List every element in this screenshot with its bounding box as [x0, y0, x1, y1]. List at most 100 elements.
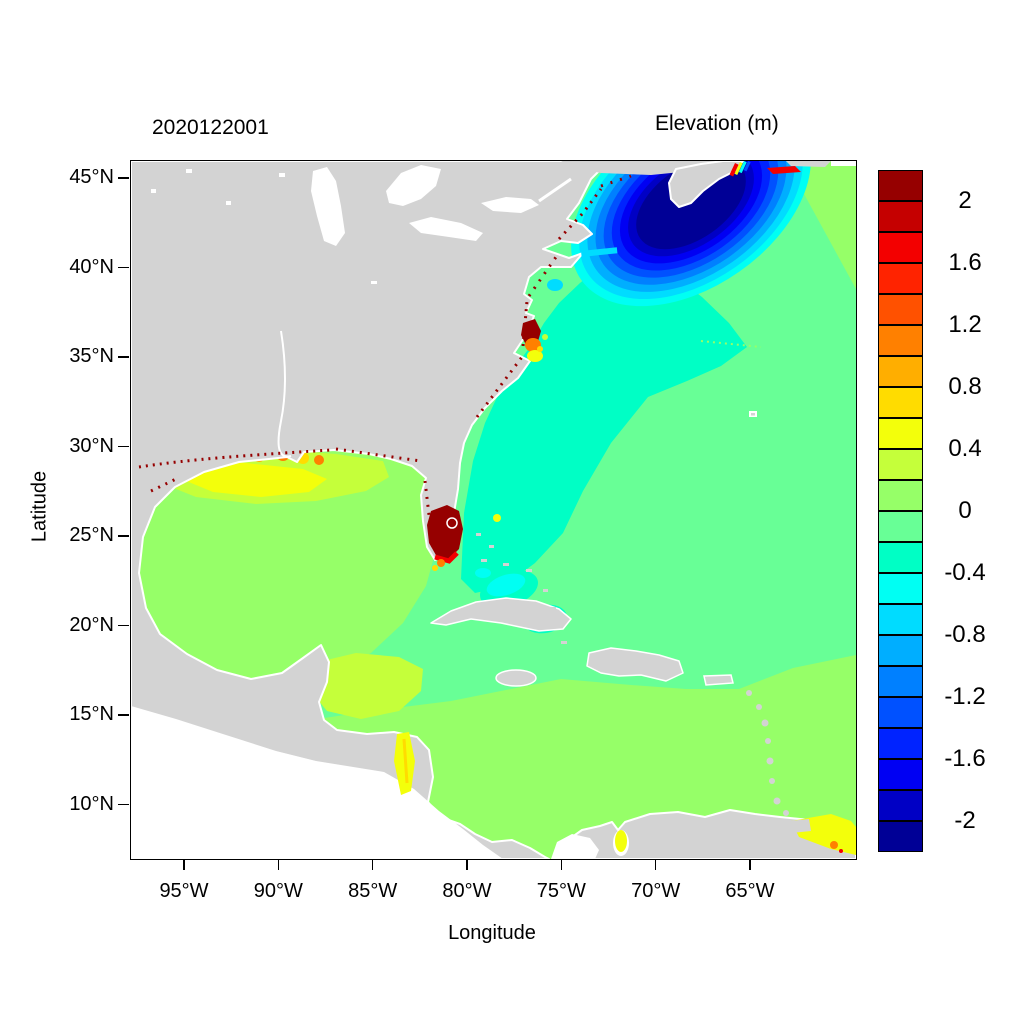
antilles-island — [773, 797, 781, 805]
colorbar-cell — [878, 356, 923, 387]
lake-okeechobee-outline — [446, 517, 458, 529]
nova-scotia-red-streak — [767, 166, 801, 174]
bahamas-island — [476, 533, 481, 536]
colorbar-cell — [878, 294, 923, 325]
small-lake — [151, 189, 156, 193]
x-tick-mark — [466, 859, 468, 870]
y-tick-label: 15°N — [69, 703, 114, 725]
small-lake — [279, 173, 285, 177]
long-island-sound-sliver — [581, 247, 618, 257]
fundy-streak-cyan — [738, 161, 747, 174]
colorbar-tick-label: 0 — [958, 497, 972, 524]
maracaibo-yellow-patch — [615, 830, 627, 852]
land-puerto-rico — [703, 674, 734, 686]
honduras-coast-sliver — [394, 732, 415, 795]
region-east-coast-shelf-band — [461, 257, 747, 593]
x-tick-mark — [749, 859, 751, 870]
x-axis-label: Longitude — [448, 922, 536, 944]
colorbar-cell — [878, 232, 923, 263]
colorbar-tick-label: -2 — [954, 807, 976, 834]
bahama-banks-cyan-patch — [486, 573, 526, 597]
south-florida-dome — [427, 505, 501, 571]
bahama-banks-cyan-patch3 — [475, 568, 491, 578]
honduras-amber-core — [402, 738, 409, 784]
gulf-st-lawrence-white — [831, 161, 856, 166]
y-tick-mark — [118, 803, 129, 806]
colorbar-tick-label: -0.8 — [944, 621, 986, 648]
lake-ontario — [481, 197, 539, 213]
x-tick-label: 85°W — [348, 880, 398, 902]
bahamas-island — [526, 569, 532, 572]
bahamas-island — [551, 607, 556, 610]
y-tick-mark — [118, 445, 129, 448]
pamlico-orange-patch — [525, 338, 541, 352]
bahamas-island — [536, 613, 541, 616]
bahamas-island — [489, 545, 494, 548]
region-gulf-of-honduras — [309, 653, 423, 719]
x-tick-mark — [277, 859, 280, 870]
lake-erie — [409, 217, 483, 241]
fundy-streak-blue — [743, 161, 751, 172]
elevation-map — [131, 161, 856, 859]
y-tick-label: 35°N — [69, 345, 114, 367]
bahamas-island — [543, 589, 548, 592]
land-newfoundland-sliver — [786, 161, 831, 167]
upper-chesapeake-cyan-patch — [547, 279, 563, 291]
antilles-island — [746, 690, 752, 696]
plot-title-left: 2020122001 — [152, 116, 269, 139]
colorbar-tick-label: -1.6 — [944, 745, 986, 772]
antilles-island — [769, 778, 775, 784]
colorbar-cell — [878, 263, 923, 294]
colorbar-cell — [878, 480, 923, 511]
colorbar-title: Elevation (m) — [655, 112, 779, 135]
antilles-island — [766, 757, 774, 765]
land-cuba — [430, 597, 572, 632]
y-tick-mark — [118, 266, 129, 269]
colorbar-cell — [878, 201, 923, 232]
colorbar-cell — [878, 325, 923, 356]
bahama-bank-yellow-dot — [493, 514, 501, 522]
y-tick-mark — [118, 714, 129, 716]
y-tick-label: 25°N — [69, 524, 114, 546]
colorbar-tick-label: 0.4 — [948, 435, 982, 462]
colorbar-cell — [878, 511, 923, 542]
x-tick-label: 80°W — [442, 880, 492, 902]
land-hispaniola — [586, 647, 684, 682]
y-tick-mark — [118, 177, 129, 179]
colorbar-tick-label: 1.6 — [948, 249, 982, 276]
antilles-island — [783, 810, 789, 816]
trinidad-orange-dot — [830, 841, 838, 849]
colorbar-cell — [878, 697, 923, 728]
land-nova-scotia — [668, 161, 744, 208]
x-tick-label: 70°W — [631, 880, 681, 902]
x-tick-label: 65°W — [725, 880, 775, 902]
colorbar-cell — [878, 604, 923, 635]
colorbar — [878, 170, 923, 852]
land-trinidad — [789, 819, 811, 833]
trinidad-red-dot — [839, 849, 843, 853]
land-jamaica — [495, 669, 537, 687]
x-tick-label: 75°W — [536, 880, 586, 902]
colorbar-tick-label: 1.2 — [948, 311, 982, 338]
x-tick-label: 90°W — [253, 880, 303, 902]
st-lawrence-river — [538, 177, 572, 203]
land-new-brunswick-strip — [561, 161, 731, 175]
fundy-streak-yellow — [734, 162, 743, 176]
colorbar-tick-label: -1.2 — [944, 683, 986, 710]
lake-huron — [386, 165, 441, 206]
region-gulf-of-mexico — [131, 443, 441, 685]
pamlico-yellowgreen-dot — [542, 334, 548, 340]
y-tick-label: 20°N — [69, 613, 114, 636]
y-tick-label: 40°N — [69, 255, 114, 278]
small-lake — [371, 281, 377, 284]
colorbar-tick-label: -0.4 — [944, 559, 986, 586]
bahamas-island — [513, 609, 518, 612]
x-tick-mark — [183, 859, 185, 870]
colorbar-tick-label: 0.8 — [948, 373, 982, 400]
x-tick-mark — [654, 859, 657, 870]
antilles-island — [761, 719, 769, 727]
y-tick-label: 10°N — [69, 792, 114, 815]
y-axis-label: Latitude — [28, 470, 51, 543]
pamlico-amber-dot — [537, 346, 543, 352]
